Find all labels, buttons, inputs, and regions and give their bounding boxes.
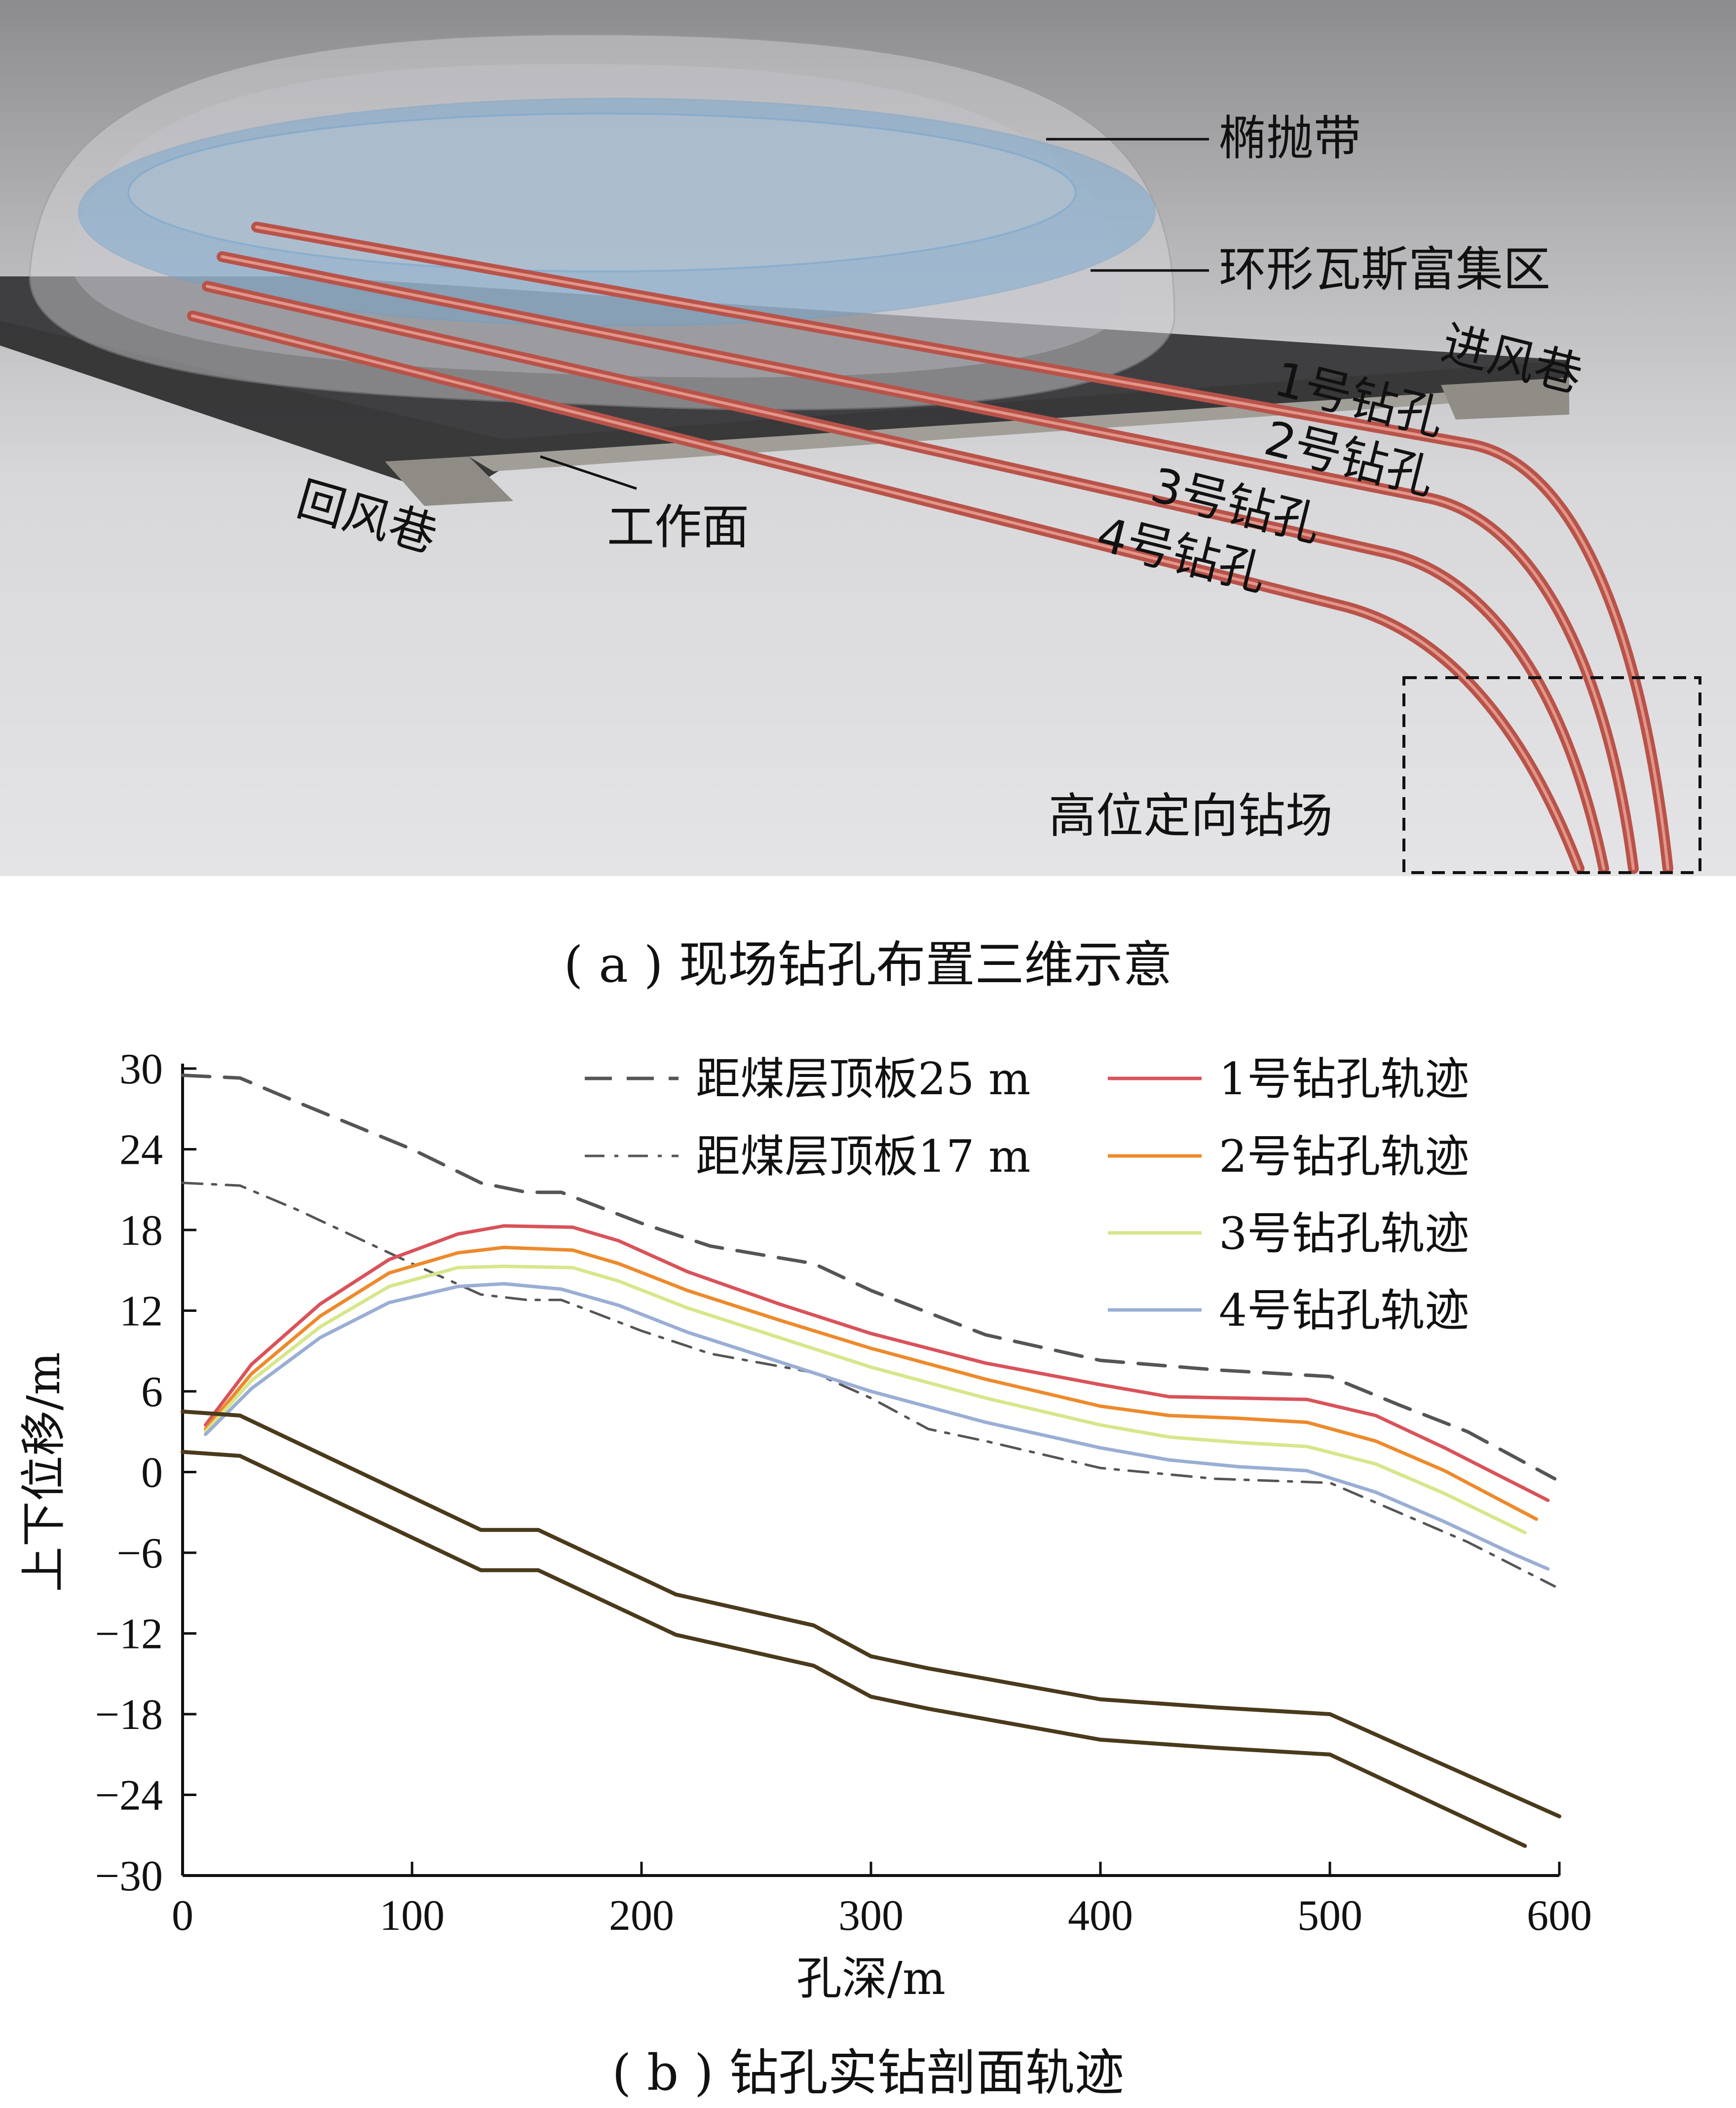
y-tick-label: 18	[119, 1207, 163, 1255]
y-tick-label: −18	[95, 1691, 163, 1739]
legend-label-5: 3号钻孔轨迹	[1219, 1208, 1469, 1260]
leader-working-face	[540, 455, 637, 490]
x-tick-label: 300	[838, 1892, 904, 1940]
series-lines	[181, 1073, 1561, 1848]
panel-a-3d-schematic: 椭抛带 环形瓦斯富集区 进风巷 1号钻孔 2号钻孔 3号钻孔 4号钻孔 回风巷 …	[0, 0, 1736, 876]
y-tick-label: 0	[141, 1449, 163, 1497]
label-drilling-site: 高位定向钻场	[1049, 788, 1333, 843]
legend-label-1: 距煤层顶板25 m	[696, 1053, 1030, 1105]
label-working-face: 工作面	[607, 499, 749, 555]
series-line-5	[204, 1265, 1527, 1534]
legend-label-6: 4号钻孔轨迹	[1219, 1285, 1469, 1337]
x-axis-title: 孔深/m	[796, 1952, 945, 2005]
y-tick-label: −24	[95, 1772, 163, 1820]
label-ellipsoid-zone: 椭抛带	[1219, 111, 1361, 166]
series-line-7	[181, 1409, 1561, 1819]
y-tick-label: 6	[141, 1368, 163, 1416]
trajectory-chart: 0 100 200 300 400 500 600 30 24 18 12 6 0 −6 −12 −18 −24…	[17, 1045, 1592, 2005]
legend-label-4: 2号钻孔轨迹	[1219, 1131, 1469, 1183]
series-line-1	[181, 1073, 1557, 1481]
schematic-drawing	[0, 34, 1701, 874]
x-tick-label: 600	[1527, 1892, 1592, 1940]
x-tick-label: 100	[379, 1892, 445, 1940]
boreholes	[187, 222, 1673, 874]
axes: 0 100 200 300 400 500 600 30 24 18 12 6 0 −6 −12 −18 −24…	[95, 1045, 1592, 1940]
legend: 距煤层顶板25 m 距煤层顶板17 m 1号钻孔轨迹 2号钻孔轨迹 3号钻孔轨迹 4号钻孔…	[585, 1053, 1469, 1337]
series-line-6	[204, 1282, 1550, 1571]
x-tick-label: 500	[1297, 1892, 1362, 1940]
caption-b: ( b ) 钻孔实钻剖面轨迹	[612, 2044, 1124, 2102]
series-line-4	[204, 1245, 1538, 1521]
y-tick-label: −30	[95, 1852, 163, 1900]
caption-a: ( a ) 现场钻孔布置三维示意	[564, 936, 1172, 994]
series-line-8	[181, 1450, 1527, 1848]
gas-ring-inner	[127, 113, 1077, 272]
y-tick-label: 12	[119, 1288, 163, 1336]
x-tick-label: 0	[172, 1892, 193, 1940]
working-face-top	[0, 276, 1569, 439]
legend-label-2: 距煤层顶板17 m	[696, 1131, 1030, 1183]
y-axis-title: 上下位移/m	[17, 1352, 70, 1592]
y-tick-label: 24	[119, 1126, 163, 1174]
x-tick-label: 200	[609, 1892, 674, 1940]
legend-label-3: 1号钻孔轨迹	[1219, 1053, 1469, 1105]
x-tick-label: 400	[1068, 1892, 1133, 1940]
y-tick-label: 30	[119, 1045, 163, 1093]
y-tick-label: −12	[95, 1610, 163, 1658]
y-tick-label: −6	[116, 1530, 163, 1577]
intake-roadway-shape	[1441, 378, 1569, 420]
label-gas-ring: 环形瓦斯富集区	[1219, 242, 1550, 297]
series-line-3	[204, 1224, 1550, 1502]
drilling-site-box	[1402, 676, 1701, 874]
return-roadway-shape	[385, 457, 513, 506]
